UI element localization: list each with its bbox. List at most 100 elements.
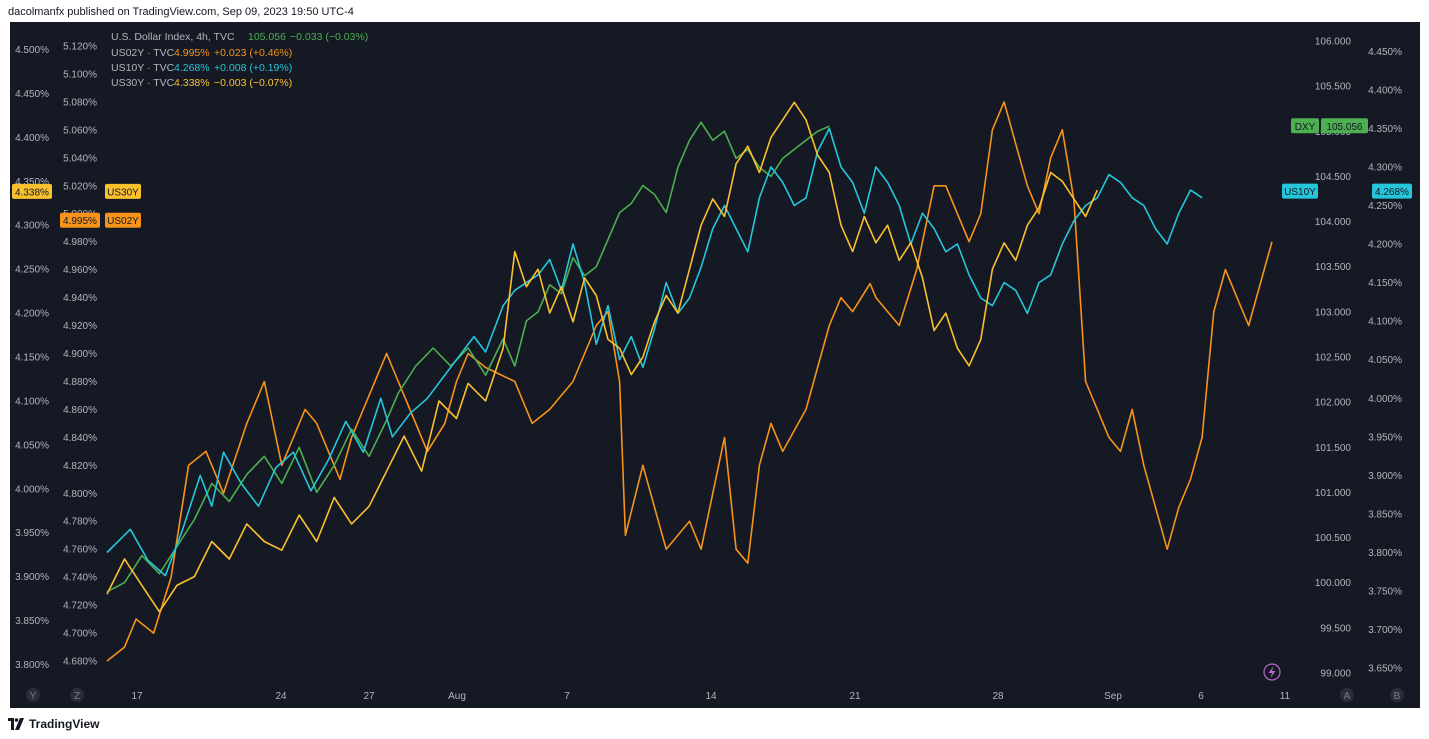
y-tick-label-us02y: 4.960% (63, 265, 97, 276)
y-tick-label-dxy: 103.000 (1315, 307, 1352, 318)
series-tag-dxy: DXY (1291, 118, 1319, 134)
series-line-us30y (106, 101, 1099, 613)
axis-button-y[interactable]: Y (26, 688, 40, 702)
price-label-layer: 4.338% US30Y 4.995% US02Y DXY 105.056 US10Y 4.2… (12, 118, 1412, 228)
publish-line: dacolmanfx published on TradingView.com,… (8, 6, 354, 18)
svg-text:4.338%: 4.338% (15, 187, 49, 198)
x-tick-label: 28 (992, 691, 1004, 702)
y-tick-label-us30y: 4.350% (15, 177, 49, 188)
y-tick-label-us30y: 4.000% (15, 484, 49, 495)
legend-name: US10Y · TVC (111, 62, 175, 74)
legend-change: −0.003 (−0.07%) (214, 77, 292, 89)
x-tick-label: 17 (131, 691, 143, 702)
series-line-us02y (106, 101, 1273, 662)
y-tick-label-us10y: 4.200% (1368, 240, 1402, 251)
chart-area[interactable]: U.S. Dollar Index, 4h, TVC 105.056 −0.03… (10, 22, 1420, 708)
legend-name: U.S. Dollar Index, 4h, TVC (111, 31, 235, 43)
axis-button-z[interactable]: Z (70, 688, 84, 702)
y-tick-label-us02y: 4.880% (63, 377, 97, 388)
axis-button-b[interactable]: B (1390, 688, 1404, 702)
y-tick-label-us02y: 4.700% (63, 629, 97, 640)
y-tick-label-dxy: 104.500 (1315, 172, 1352, 183)
y-tick-label-us02y: 5.120% (63, 41, 97, 52)
svg-text:4.995%: 4.995% (63, 216, 97, 227)
price-tag-us02y: 4.995% (60, 212, 100, 228)
y-tick-label-us02y: 5.080% (63, 97, 97, 108)
y-tick-label-us30y: 4.450% (15, 89, 49, 100)
y-tick-label-us30y: 4.250% (15, 265, 49, 276)
legend-row-us02y: US02Y · TVC 4.995% +0.023 (+0.46%) (111, 47, 292, 59)
x-tick-label: 7 (564, 691, 570, 702)
y-tick-label-us02y: 4.720% (63, 601, 97, 612)
y-tick-label-us10y: 3.650% (1368, 664, 1402, 675)
y-tick-label-us10y: 3.850% (1368, 509, 1402, 520)
y-tick-label-us02y: 4.800% (63, 489, 97, 500)
series-line-us10y (106, 127, 1203, 577)
y-tick-label-dxy: 101.000 (1315, 488, 1352, 499)
svg-text:A: A (1344, 691, 1351, 702)
y-tick-label-us02y: 5.020% (63, 181, 97, 192)
y-tick-label-dxy: 106.000 (1315, 37, 1352, 48)
y-tick-label-us10y: 4.100% (1368, 317, 1402, 328)
legend-value: 4.338% (174, 77, 210, 89)
y-tick-label-dxy: 102.500 (1315, 353, 1352, 364)
y-tick-label-us30y: 4.200% (15, 309, 49, 320)
y-tick-label-us02y: 4.820% (63, 461, 97, 472)
series-layer (106, 101, 1273, 662)
y-tick-label-us02y: 4.760% (63, 545, 97, 556)
footer-brand[interactable]: TradingView (8, 715, 99, 733)
y-tick-label-us30y: 4.500% (15, 45, 49, 56)
y-tick-label-dxy: 101.500 (1315, 443, 1352, 454)
svg-text:105.056: 105.056 (1326, 122, 1363, 133)
y-tick-label-us02y: 4.860% (63, 405, 97, 416)
y-tick-label-dxy: 99.500 (1320, 623, 1351, 634)
svg-text:DXY: DXY (1295, 122, 1316, 133)
x-tick-label: 14 (705, 691, 717, 702)
y-tick-label-us10y: 4.350% (1368, 124, 1402, 135)
y-tick-label-us10y: 4.000% (1368, 394, 1402, 405)
y-tick-label-us02y: 4.740% (63, 573, 97, 584)
series-tag-us10y: US10Y (1282, 183, 1318, 199)
y-tick-label-us30y: 3.800% (15, 660, 49, 671)
y-tick-label-us10y: 3.750% (1368, 587, 1402, 598)
x-tick-label: 6 (1198, 691, 1204, 702)
y-tick-label-us30y: 4.150% (15, 353, 49, 364)
y-tick-label-dxy: 105.500 (1315, 82, 1352, 93)
y-tick-label-us10y: 3.950% (1368, 432, 1402, 443)
svg-text:B: B (1394, 691, 1401, 702)
axis-layer: 4.500% 4.450% 4.400% 4.350% 4.300% 4.250% 4.20… (15, 37, 1402, 702)
y-tick-label-us02y: 5.060% (63, 125, 97, 136)
legend: U.S. Dollar Index, 4h, TVC 105.056 −0.03… (111, 31, 368, 89)
series-line-dxy (106, 121, 830, 593)
y-tick-label-dxy: 99.000 (1320, 668, 1351, 679)
legend-row-dxy: U.S. Dollar Index, 4h, TVC 105.056 −0.03… (111, 31, 368, 43)
legend-row-us10y: US10Y · TVC 4.268% +0.008 (+0.19%) (111, 62, 292, 74)
legend-change: +0.023 (+0.46%) (214, 47, 292, 59)
y-tick-label-us02y: 5.100% (63, 69, 97, 80)
axis-button-a[interactable]: A (1340, 688, 1354, 702)
series-tag-us02y: US02Y (105, 212, 141, 228)
svg-text:US10Y: US10Y (1284, 187, 1316, 198)
chart-svg[interactable]: U.S. Dollar Index, 4h, TVC 105.056 −0.03… (10, 22, 1420, 708)
legend-value: 4.268% (174, 62, 210, 74)
y-tick-label-us30y: 4.300% (15, 221, 49, 232)
y-tick-label-us02y: 4.780% (63, 517, 97, 528)
y-tick-label-us02y: 4.680% (63, 657, 97, 668)
footer-brand-text: TradingView (29, 717, 100, 731)
legend-change: −0.033 (−0.03%) (290, 31, 368, 43)
price-tag-dxy: 105.056 (1321, 118, 1368, 134)
y-tick-label-us30y: 4.050% (15, 440, 49, 451)
y-tick-label-us30y: 3.850% (15, 616, 49, 627)
y-tick-label-us10y: 4.050% (1368, 355, 1402, 366)
x-tick-label: 24 (275, 691, 287, 702)
legend-name: US02Y · TVC (111, 47, 175, 59)
lightning-icon[interactable] (1263, 663, 1281, 681)
legend-change: +0.008 (+0.19%) (214, 62, 292, 74)
price-tag-us10y: 4.268% (1372, 183, 1412, 199)
price-tag-us30y: 4.338% (12, 183, 52, 199)
x-tick-label: Sep (1104, 691, 1122, 702)
svg-text:Y: Y (30, 691, 37, 702)
y-tick-label-us02y: 4.920% (63, 321, 97, 332)
x-tick-label: 11 (1280, 691, 1291, 702)
